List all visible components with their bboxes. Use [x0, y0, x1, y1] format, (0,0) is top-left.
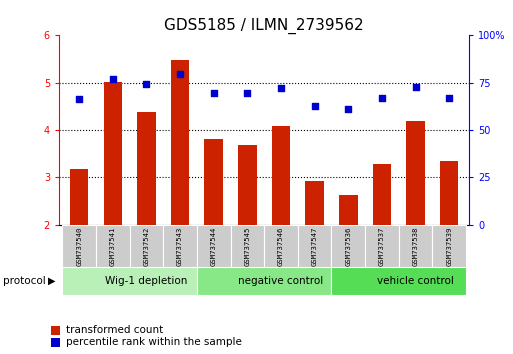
- Bar: [197, 267, 331, 295]
- Text: protocol: protocol: [3, 276, 45, 286]
- Point: [411, 85, 420, 90]
- Point: [75, 97, 83, 102]
- Point: [243, 90, 251, 96]
- Bar: [365, 225, 399, 267]
- Point: [109, 76, 117, 82]
- Point: [176, 72, 184, 77]
- Bar: [264, 225, 298, 267]
- Title: GDS5185 / ILMN_2739562: GDS5185 / ILMN_2739562: [164, 18, 364, 34]
- Text: GSM737545: GSM737545: [244, 227, 250, 266]
- Text: GSM737540: GSM737540: [76, 227, 82, 266]
- Bar: [70, 169, 88, 225]
- Point: [310, 104, 319, 109]
- Point: [142, 81, 150, 87]
- Text: GSM737537: GSM737537: [379, 227, 385, 266]
- Point: [445, 95, 453, 101]
- Bar: [171, 61, 189, 225]
- Text: GSM737539: GSM737539: [446, 227, 452, 266]
- Point: [210, 90, 218, 96]
- Bar: [205, 139, 223, 225]
- Bar: [163, 225, 197, 267]
- Bar: [432, 225, 466, 267]
- Bar: [272, 126, 290, 225]
- Bar: [331, 225, 365, 267]
- Bar: [96, 225, 130, 267]
- Bar: [305, 181, 324, 225]
- Bar: [298, 225, 331, 267]
- Point: [344, 106, 352, 112]
- Text: vehicle control: vehicle control: [377, 276, 454, 286]
- Text: transformed count: transformed count: [66, 325, 163, 335]
- Text: GSM737541: GSM737541: [110, 227, 116, 266]
- Bar: [406, 121, 425, 225]
- Bar: [63, 267, 197, 295]
- Bar: [197, 225, 230, 267]
- Bar: [331, 267, 466, 295]
- Bar: [63, 225, 96, 267]
- Text: GSM737547: GSM737547: [312, 227, 318, 266]
- Bar: [339, 195, 358, 225]
- Bar: [137, 112, 156, 225]
- Point: [277, 86, 285, 91]
- Bar: [399, 225, 432, 267]
- Text: percentile rank within the sample: percentile rank within the sample: [66, 337, 242, 348]
- Bar: [238, 145, 256, 225]
- Text: Wig-1 depletion: Wig-1 depletion: [105, 276, 188, 286]
- Point: [378, 95, 386, 101]
- Text: GSM737543: GSM737543: [177, 227, 183, 266]
- Text: GSM737538: GSM737538: [412, 227, 419, 266]
- Text: GSM737542: GSM737542: [144, 227, 149, 266]
- Text: negative control: negative control: [239, 276, 324, 286]
- Text: GSM737546: GSM737546: [278, 227, 284, 266]
- Bar: [372, 164, 391, 225]
- Bar: [104, 82, 122, 225]
- Bar: [230, 225, 264, 267]
- Bar: [130, 225, 163, 267]
- Text: GSM737536: GSM737536: [345, 227, 351, 266]
- Bar: [440, 161, 459, 225]
- Text: GSM737544: GSM737544: [211, 227, 216, 266]
- Text: ▶: ▶: [48, 276, 55, 286]
